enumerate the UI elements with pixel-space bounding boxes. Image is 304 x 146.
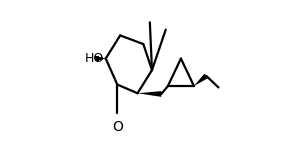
Text: O: O [112,120,123,133]
Text: HO: HO [85,52,104,65]
Polygon shape [137,91,161,97]
Polygon shape [194,74,208,86]
